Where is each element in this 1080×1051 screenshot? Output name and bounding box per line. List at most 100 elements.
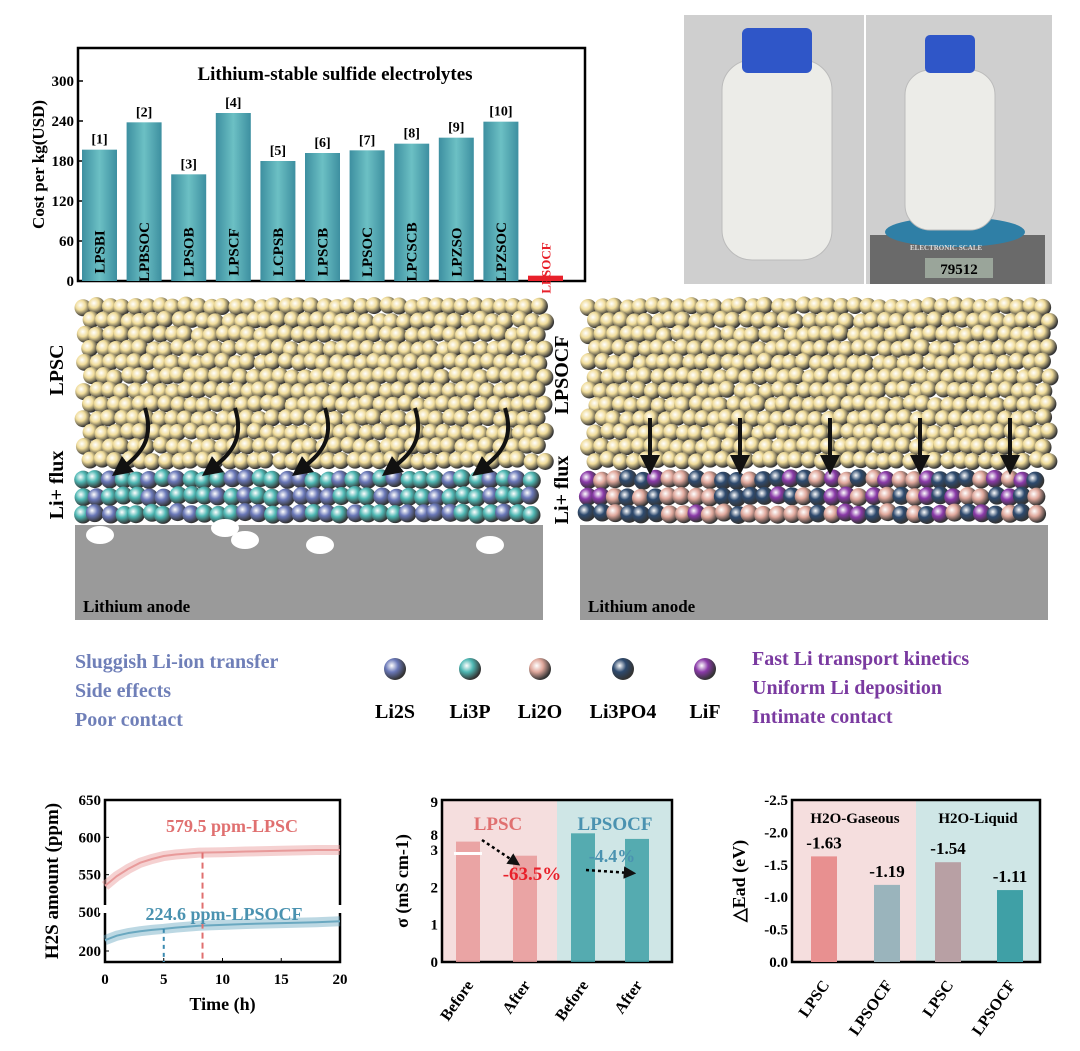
interphase-particle-lif [687,504,706,523]
series-LPSOCF-line [104,920,341,942]
bar [935,862,961,962]
interphase-particle-li3p [169,486,188,505]
bar-ref-label: [6] [314,136,330,151]
interphase-particle-li2s [87,488,106,507]
y-tick-label: 500 [79,905,102,921]
electrolyte-particle [738,369,756,387]
electrolyte-particle [693,353,711,371]
electrolyte-particle [618,438,636,456]
x-axis-label: Time (h) [189,994,255,1015]
electrolyte-particle [113,383,131,401]
electrolyte-particle [440,297,458,315]
electrolyte-particle [674,311,692,329]
electrolyte-particle [138,326,156,344]
electrolyte-particle [947,296,965,314]
electrolyte-particle [743,354,761,372]
bar-value-label: -1.63 [806,833,841,852]
electrolyte-particle [302,326,320,344]
interphase-particle-li2s [168,503,187,522]
interphase-particle-li2s [236,503,255,522]
interphase-particle-li2o [593,471,612,490]
interphase-particle-li3p [194,471,213,490]
decline-arrow [585,866,637,879]
interphase-particle-li2o [891,470,910,489]
electrolyte-particle [718,380,736,398]
electrolyte-particle [856,354,874,372]
bar [456,841,480,962]
right-legend-text: Intimate contact [752,706,893,728]
electrolyte-particle [687,453,705,471]
x-category-label: LPSOCF [846,977,896,1039]
axes-frame [440,798,674,964]
bar-ref-label: [4] [225,96,241,111]
electrolyte-particle [206,313,224,331]
electrolyte-particle [1021,410,1039,428]
electrolyte-particle [656,297,674,315]
interphase-particle-lif [849,505,868,524]
legend-species-label: LiF [689,701,720,723]
electrolyte-label: LPSOCF [551,336,573,415]
electrolyte-particle [997,325,1015,343]
electrolyte-particle [113,325,131,343]
group-label-liquid: H2O-Liquid [938,811,1018,827]
interphase-particle-li3p [304,503,323,522]
electrolyte-particle [385,424,403,442]
electrolyte-particle [750,311,768,329]
electrolyte-particle [272,452,290,470]
bar [349,150,385,281]
interphase-particle-lif [877,471,896,490]
bar-ref-label: [5] [270,144,286,159]
electrolyte-particle [762,450,780,468]
interphase-particle-li2o [701,488,720,507]
electrolyte-particle [934,410,952,428]
electrolyte-particle [657,382,675,400]
electrolyte-particle [459,394,477,412]
annotation-lpsc: 579.5 ppm-LPSC [166,816,298,836]
interphase-particle-li2s [208,487,227,506]
electrolyte-particle [781,298,799,316]
interphase-particle-li3p [222,504,241,523]
electrolyte-particle [314,354,332,372]
interphase-particle-li2o [700,505,719,524]
electrolyte-particle [480,352,498,370]
electrolyte-particle [339,326,357,344]
interphase-particle-li3po4 [808,487,827,506]
electrolyte-particle [113,298,131,316]
electrolyte-particle [504,381,522,399]
electrolyte-particle [516,324,534,342]
electrolyte-particle [636,395,654,413]
electrolyte-particle [941,312,959,330]
bar [528,275,563,281]
interphase-particle-li3p [468,505,487,524]
interphase-particle-li2s [292,486,311,505]
interphase-particle-li3p [127,471,146,490]
electrolyte-particle [939,424,957,442]
electrolyte-particle [593,325,611,343]
electrolyte-particle [630,381,648,399]
electrolyte-particle [813,367,831,385]
electrolyte-particle [446,338,464,356]
electrolyte-particle [277,352,295,370]
electrolyte-particle [895,324,913,342]
electrolyte-particle [914,395,932,413]
legend-species-label: Li3PO4 [590,701,657,723]
electrolyte-particle [522,395,540,413]
interphase-particle-li3po4 [892,505,911,524]
electrolyte-particle [982,325,1000,343]
scale-display [925,258,993,278]
electrolyte-particle [389,326,407,344]
electrolyte-particle [316,325,334,343]
electrolyte-particle [264,436,282,454]
electrolyte-particle [934,355,952,373]
interphase-particle-li2s [427,488,446,507]
electrolyte-particle [384,396,402,414]
interphase-particle-li3p [263,488,282,507]
electrolyte-particle [309,368,327,386]
electrolyte-particle [831,324,849,342]
electrolyte-particle [832,408,850,426]
interphase-particle-li3p [332,487,351,506]
electrolyte-particle [264,352,282,370]
electrolyte-particle [277,324,295,342]
bar [260,161,296,281]
electrolyte-particle [422,452,440,470]
